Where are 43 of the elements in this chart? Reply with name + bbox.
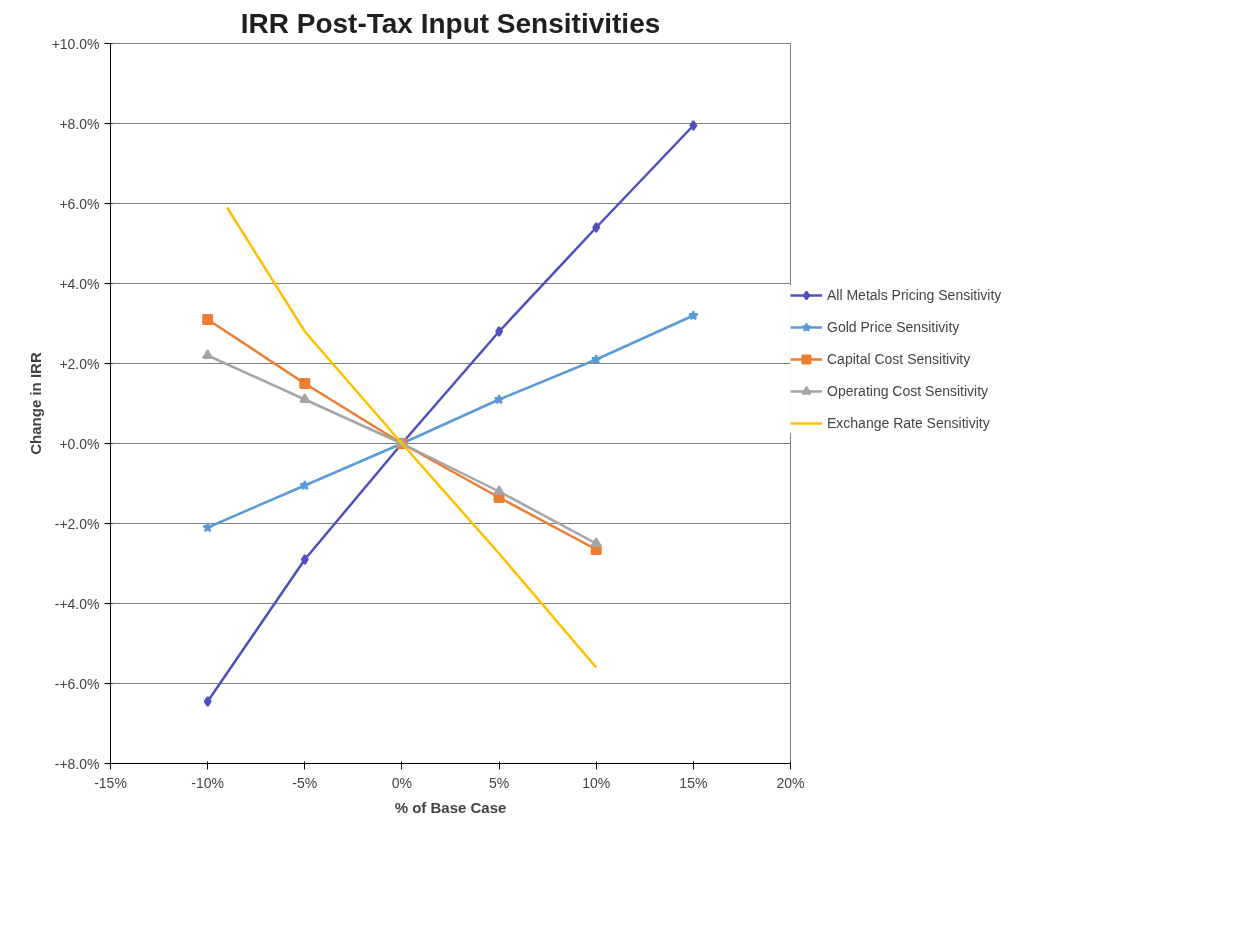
- y-tick-label: +8.0%: [59, 115, 100, 132]
- legend-label: Exchange Rate Sensitivity: [827, 415, 990, 431]
- point: [202, 314, 214, 325]
- y-tick-label: +10.0%: [51, 35, 100, 52]
- point: [590, 354, 602, 365]
- legend-label: Operating Cost Sensitivity: [827, 383, 989, 399]
- x-tick-label: 5%: [488, 774, 510, 791]
- point: [493, 485, 505, 496]
- x-tick-label: 10%: [582, 774, 611, 791]
- point: [688, 310, 699, 321]
- x-axis-title: % of Base Case: [394, 798, 507, 816]
- point: [592, 222, 601, 233]
- point: [689, 120, 698, 131]
- legend-label: Gold Price Sensitivity: [827, 319, 960, 335]
- point: [495, 326, 504, 337]
- y-tick-label: -+6.0%: [54, 675, 100, 692]
- line-series: [225, 206, 598, 669]
- x-tick-label: 15%: [679, 774, 708, 791]
- point: [202, 522, 213, 533]
- y-tick-label: +4.0%: [59, 275, 100, 292]
- y-tick-label: +2.0%: [59, 355, 100, 372]
- x-tick-label: 0%: [391, 774, 413, 791]
- point: [300, 554, 309, 565]
- point: [299, 393, 311, 404]
- point: [202, 349, 214, 360]
- y-tick-label: -+2.0%: [54, 515, 100, 532]
- legend-label: Capital Cost Sensitivity: [827, 351, 971, 367]
- x-tick-label: 20%: [776, 774, 805, 791]
- point: [590, 537, 602, 548]
- point: [493, 394, 505, 405]
- y-tick-label: +0.0%: [59, 435, 100, 452]
- y-axis-title: Change in IRR: [26, 352, 44, 455]
- x-tick-label: -15%: [94, 774, 127, 791]
- y-tick-label: -+8.0%: [54, 755, 100, 772]
- y-tick-label: -+4.0%: [54, 595, 100, 612]
- x-tick-label: -10%: [191, 774, 224, 791]
- chart-title: IRR Post-Tax Input Sensitivities: [240, 7, 661, 39]
- point: [299, 480, 311, 491]
- y-tick-label: +6.0%: [59, 195, 100, 212]
- x-tick-label: -5%: [292, 774, 318, 791]
- point: [203, 696, 212, 707]
- point: [299, 378, 311, 389]
- legend-label: All Metals Pricing Sensitivity: [827, 287, 1002, 303]
